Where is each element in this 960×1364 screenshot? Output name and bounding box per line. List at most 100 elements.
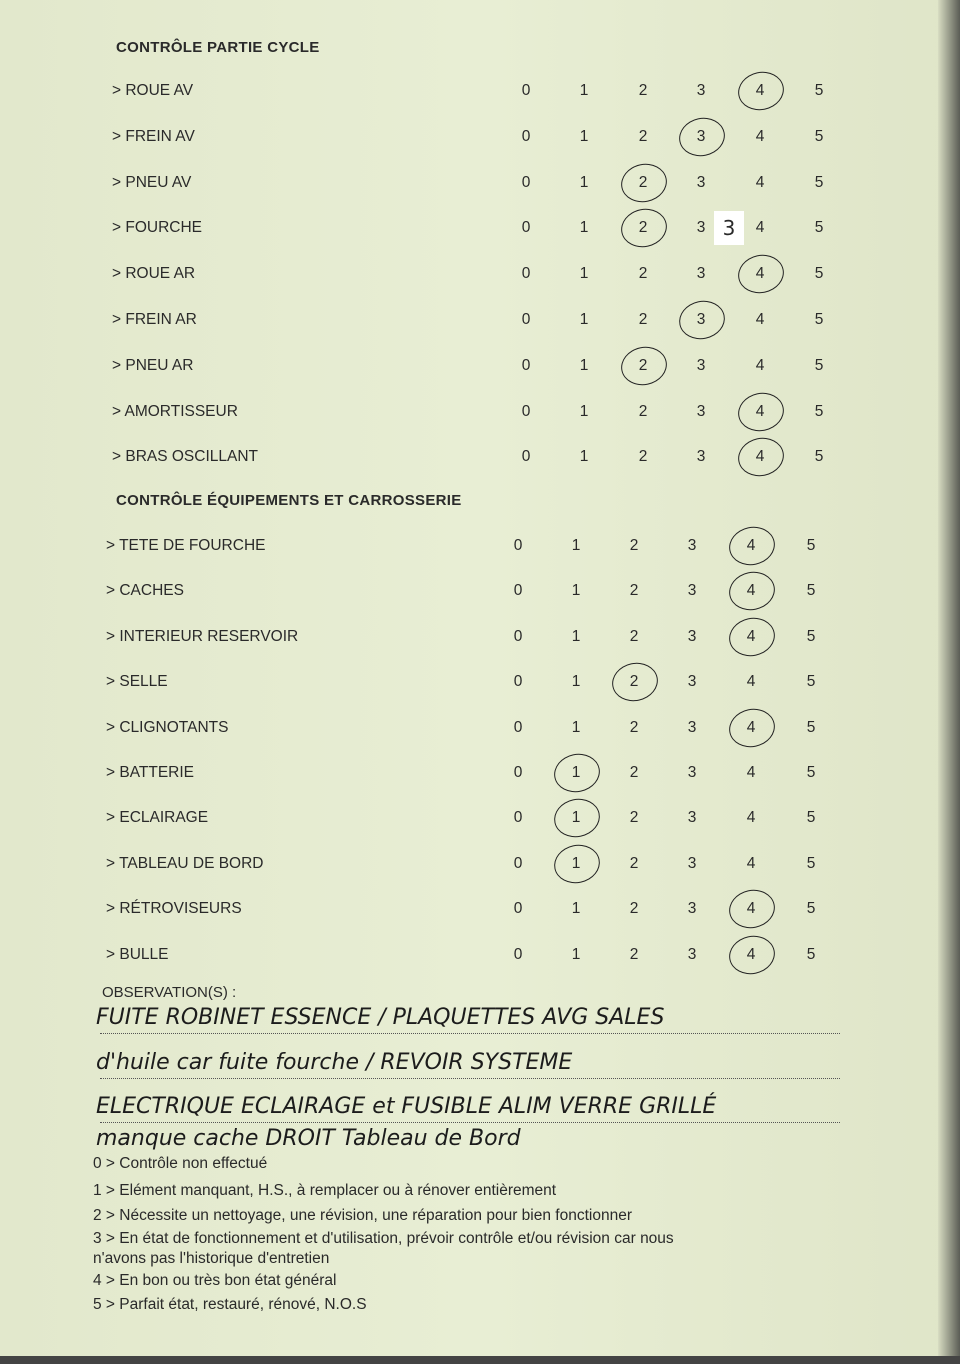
rating-option-0: 0: [513, 673, 523, 691]
rating-option-5: 5: [806, 673, 816, 691]
rating-option-4: 4: [755, 82, 765, 99]
item-label: > TABLEAU DE BORD: [106, 854, 264, 872]
rating-option-5: 5: [806, 627, 816, 645]
rating-option-1: 1: [571, 945, 581, 963]
rating-option-3: 3: [687, 900, 697, 918]
rating-option-2: 2: [638, 127, 648, 145]
bottom-edge: [0, 1356, 960, 1364]
item-label: > FREIN AR: [112, 311, 197, 328]
checklist-row: > CACHES 0 1 2 3 4 5: [106, 568, 826, 615]
rating-option-3: 3: [687, 537, 697, 554]
legend-line: 3 > En état de fonctionnement et d'utili…: [93, 1230, 674, 1247]
rating-option-0: 0: [513, 809, 523, 827]
rating-option-5: 5: [806, 718, 816, 736]
rating-option-4: 4: [746, 537, 756, 554]
legend-line: n'avons pas l'historique d'entretien: [93, 1250, 330, 1267]
rating-option-1: 1: [579, 448, 589, 466]
legend-line: 0 > Contrôle non effectué: [93, 1155, 268, 1172]
checklist-row: > PNEU AV 0 1 2 3 4 5: [112, 159, 832, 206]
rating-option-3: 3: [687, 627, 697, 645]
rating-option-0: 0: [513, 627, 523, 645]
rating-option-4: 4: [746, 673, 756, 691]
rating-option-5: 5: [814, 265, 824, 283]
checklist-row: > ECLAIRAGE 0 1 2 3 4 5: [106, 795, 826, 842]
item-label: > BATTERIE: [106, 764, 194, 781]
rating-option-3: 3: [687, 764, 697, 781]
rating-option-3: 3: [687, 582, 697, 600]
rating-option-2: 2: [638, 82, 648, 99]
legend-line: 1 > Elément manquant, H.S., à remplacer …: [93, 1182, 557, 1199]
item-label: > ROUE AR: [112, 265, 196, 283]
rating-option-4: 4: [746, 900, 756, 918]
rating-option-2: 2: [638, 219, 648, 237]
rating-option-2: 2: [638, 311, 648, 328]
observation-line: ELECTRIQUE ECLAIRAGE et FUSIBLE ALIM VER…: [96, 1094, 717, 1119]
checklist-row: > AMORTISSEUR 0 1 2 3 4 5: [112, 388, 832, 435]
checklist-row: > TABLEAU DE BORD 0 1 2 3 4 5: [106, 840, 826, 888]
rating-option-4: 4: [755, 448, 765, 466]
item-label: > INTERIEUR RESERVOIR: [106, 627, 299, 645]
rating-option-2: 2: [638, 448, 648, 466]
rating-option-1: 1: [579, 219, 589, 237]
rating-option-2: 2: [629, 627, 639, 645]
item-label: > ECLAIRAGE: [106, 809, 209, 827]
rating-option-0: 0: [521, 82, 531, 99]
rating-option-0: 0: [513, 537, 523, 554]
rating-option-4: 4: [746, 718, 756, 736]
checklist-row: > PNEU AR 0 1 2 3 4 5: [112, 342, 832, 390]
rating-option-2: 2: [629, 718, 639, 736]
checklist-row: > BATTERIE 0 1 2 3 4 5: [106, 749, 826, 797]
item-label: > ROUE AV: [112, 82, 194, 99]
rating-option-3: 3: [687, 854, 697, 872]
rating-option-3: 3: [687, 673, 697, 691]
rating-option-3: 3: [696, 127, 706, 145]
item-label: > FREIN AV: [112, 127, 195, 145]
rating-option-1: 1: [571, 627, 581, 645]
observation-line: FUITE ROBINET ESSENCE / PLAQUETTES AVG S…: [96, 1005, 665, 1030]
rating-option-0: 0: [521, 127, 531, 145]
rating-option-0: 0: [521, 448, 531, 466]
rating-option-0: 0: [513, 582, 523, 600]
checklist-row: > FREIN AR 0 1 2 3 4 5: [112, 296, 832, 344]
rating-option-3: 3: [696, 219, 706, 237]
rating-option-2: 2: [629, 764, 639, 781]
section-title-cycle: CONTRÔLE PARTIE CYCLE: [116, 39, 320, 56]
item-label: > CLIGNOTANTS: [106, 718, 229, 736]
rating-option-5: 5: [814, 402, 824, 420]
legend-line: 4 > En bon ou très bon état général: [93, 1272, 337, 1289]
rating-option-1: 1: [579, 402, 589, 420]
checklist-row: > CLIGNOTANTS 0 1 2 3 4 5: [106, 704, 826, 751]
rating-option-0: 0: [521, 173, 531, 191]
legend-line: 5 > Parfait état, restauré, rénové, N.O.…: [93, 1296, 367, 1313]
rating-option-2: 2: [629, 673, 639, 691]
rating-option-4: 4: [746, 945, 756, 963]
rating-option-2: 2: [629, 582, 639, 600]
rating-option-1: 1: [571, 537, 581, 554]
rating-option-1: 1: [571, 764, 581, 781]
rating-option-5: 5: [814, 356, 824, 374]
rating-option-2: 2: [638, 265, 648, 283]
item-label: > TETE DE FOURCHE: [106, 537, 266, 554]
rating-option-0: 0: [521, 402, 531, 420]
rating-option-4: 4: [746, 627, 756, 645]
rating-option-1: 1: [571, 673, 581, 691]
rating-option-5: 5: [814, 311, 824, 328]
rating-option-2: 2: [629, 854, 639, 872]
rating-option-2: 2: [638, 402, 648, 420]
rating-option-1: 1: [571, 718, 581, 736]
item-label: > FOURCHE: [112, 219, 202, 237]
item-label: > BULLE: [106, 945, 169, 963]
rating-option-1: 1: [579, 356, 589, 374]
checklist-row: > RÉTROVISEURS 0 1 2 3 4 5: [106, 885, 826, 933]
rating-option-5: 5: [814, 448, 824, 466]
rating-option-2: 2: [629, 537, 639, 554]
rating-option-0: 0: [513, 900, 523, 918]
rating-option-5: 5: [806, 537, 816, 554]
rating-option-1: 1: [579, 311, 589, 328]
rating-option-1: 1: [571, 582, 581, 600]
rating-option-0: 0: [521, 311, 531, 328]
rating-option-3: 3: [696, 173, 706, 191]
rating-option-3: 3: [687, 718, 697, 736]
rating-option-2: 2: [629, 809, 639, 827]
